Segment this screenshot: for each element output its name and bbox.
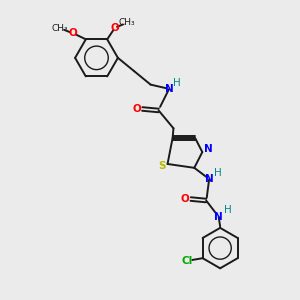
Text: O: O [181,194,190,204]
Text: O: O [110,23,119,33]
Text: H: H [214,168,222,178]
Text: CH₃: CH₃ [119,18,135,27]
Text: N: N [204,144,213,154]
Text: S: S [158,161,165,171]
Text: H: H [224,205,232,215]
Text: O: O [68,28,77,38]
Text: Cl: Cl [181,256,193,266]
Text: N: N [214,212,223,222]
Text: H: H [173,77,181,88]
Text: CH₃: CH₃ [52,23,68,32]
Text: O: O [133,104,141,114]
Text: N: N [165,84,173,94]
Text: N: N [205,174,214,184]
